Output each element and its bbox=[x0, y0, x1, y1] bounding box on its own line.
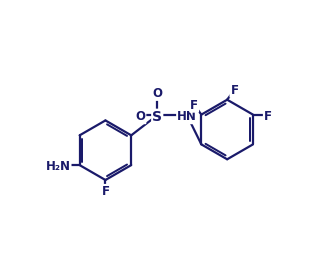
Text: F: F bbox=[264, 110, 272, 123]
Text: O: O bbox=[152, 87, 162, 100]
Text: F: F bbox=[101, 185, 110, 198]
Text: S: S bbox=[152, 110, 162, 124]
Text: F: F bbox=[190, 99, 198, 112]
Text: F: F bbox=[230, 84, 238, 97]
Text: H₂N: H₂N bbox=[46, 160, 71, 173]
Text: O: O bbox=[135, 110, 146, 123]
Text: HN: HN bbox=[177, 110, 197, 123]
